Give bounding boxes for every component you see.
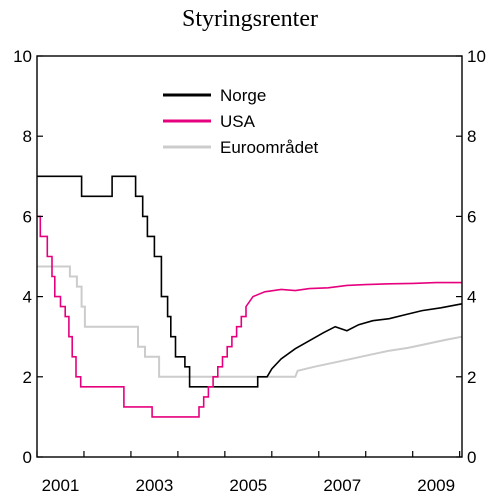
y-tick-label-right: 2	[467, 368, 476, 387]
plot-lines	[37, 175, 463, 418]
y-tick-label-left: 6	[23, 207, 32, 226]
x-tick-label: 2001	[42, 476, 80, 495]
y-tick-label-right: 8	[467, 127, 476, 146]
y-tick-label-right: 4	[467, 288, 476, 307]
y-tick-label-left: 2	[23, 368, 32, 387]
series-line-2	[37, 265, 463, 378]
series-line-1	[37, 215, 462, 418]
y-tick-label-right: 0	[467, 448, 476, 467]
axis-ticks: 0 0 2 2 4 4 6 6 8 8 10 10 2001 2003 2005 2007 2009	[13, 47, 486, 495]
plot-frame	[36, 55, 463, 458]
x-tick-label: 2009	[417, 476, 455, 495]
legend: Norge USA Euroområdet	[163, 86, 319, 157]
y-tick-label-left: 4	[23, 288, 32, 307]
x-tick-label: 2007	[323, 476, 361, 495]
legend-label: Euroområdet	[220, 138, 319, 157]
y-tick-label-right: 6	[467, 207, 476, 226]
x-tick-label: 2005	[229, 476, 267, 495]
legend-label: USA	[220, 112, 256, 131]
y-tick-label-left: 10	[13, 47, 32, 66]
legend-label: Norge	[220, 86, 266, 105]
chart-title: Styringsrenter	[182, 6, 318, 32]
y-tick-label-left: 8	[23, 127, 32, 146]
y-tick-label-right: 10	[467, 47, 486, 66]
series-line-0	[37, 175, 463, 388]
y-tick-label-left: 0	[23, 448, 32, 467]
x-tick-label: 2003	[135, 476, 173, 495]
